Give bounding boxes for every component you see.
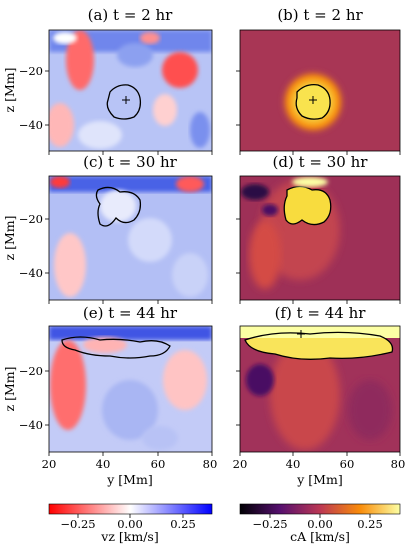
panel-c-contour bbox=[95, 186, 142, 227]
x-axis-ticks bbox=[48, 151, 401, 456]
panel-b-contour bbox=[295, 84, 331, 120]
panel-a-marker bbox=[122, 96, 130, 104]
panel-d-title: (d) t = 30 hr bbox=[273, 153, 369, 171]
colorbar-ca-gradient bbox=[239, 503, 401, 515]
y-tick-a-40: −40 bbox=[19, 118, 43, 132]
colorbar-vz-label: vz [km/s] bbox=[100, 529, 158, 544]
panel-a-contour bbox=[106, 84, 142, 120]
x-axis-label-right: y [Mm] bbox=[296, 472, 342, 487]
panel-b-heatmap bbox=[240, 30, 400, 151]
panel-a-title: (a) t = 2 hr bbox=[88, 6, 174, 24]
panel-b-title: (b) t = 2 hr bbox=[277, 6, 363, 24]
colorbar-ca-tick-0: −0.25 bbox=[252, 517, 287, 531]
colorbar-vz-gradient bbox=[48, 503, 213, 515]
x-axis-label-left: y [Mm] bbox=[106, 472, 152, 487]
panel-d-contour bbox=[283, 185, 332, 226]
colorbar-vz-tick-1: 0.00 bbox=[117, 517, 143, 531]
colorbar-ca: −0.25 0.00 0.25 cA [km/s] bbox=[239, 503, 401, 544]
panel-d: (d) t = 30 hr bbox=[239, 153, 401, 301]
panel-a-heatmap bbox=[49, 30, 212, 151]
panel-c: (c) t = 30 hr bbox=[48, 153, 213, 301]
panel-b: (b) t = 2 hr bbox=[239, 6, 401, 152]
y-tick-e-20: −20 bbox=[19, 364, 43, 378]
panel-e-title: (e) t = 44 hr bbox=[83, 304, 178, 322]
x-tick-right-20: 20 bbox=[233, 457, 248, 471]
x-tick-right-40: 40 bbox=[286, 457, 301, 471]
y-tick-c-20: −20 bbox=[19, 212, 43, 226]
x-tick-left-60: 60 bbox=[151, 457, 166, 471]
colorbar-ca-tick-1: 0.00 bbox=[307, 517, 333, 531]
panel-c-title: (c) t = 30 hr bbox=[83, 153, 178, 171]
colorbar-vz-tick-2: 0.25 bbox=[170, 517, 196, 531]
y-axis-group bbox=[45, 70, 240, 426]
y-tick-e-40: −40 bbox=[19, 418, 43, 432]
panel-f-heatmap bbox=[240, 326, 400, 452]
panel-f-title: (f) t = 44 hr bbox=[275, 304, 367, 322]
panel-a: (a) t = 2 hr bbox=[48, 6, 213, 152]
panel-e-contour bbox=[61, 336, 171, 359]
x-tick-left-20: 20 bbox=[42, 457, 57, 471]
y-tick-c-40: −40 bbox=[19, 266, 43, 280]
panel-e: (e) t = 44 hr bbox=[48, 304, 213, 453]
y-axis-label-c: z [Mm] bbox=[2, 216, 17, 261]
panel-f: (f) t = 44 hr bbox=[239, 304, 401, 453]
x-tick-right-80: 80 bbox=[391, 457, 406, 471]
colorbar-ca-label: cA [km/s] bbox=[290, 529, 350, 544]
colorbar-ca-tick-2: 0.25 bbox=[357, 517, 383, 531]
panel-f-marker bbox=[297, 330, 305, 338]
x-tick-left-40: 40 bbox=[96, 457, 111, 471]
y-tick-a-20: −20 bbox=[19, 64, 43, 78]
panel-b-marker bbox=[309, 96, 317, 104]
panel-c-heatmap bbox=[49, 176, 212, 300]
panel-e-heatmap bbox=[49, 326, 212, 452]
panel-d-heatmap bbox=[240, 176, 400, 300]
x-tick-left-80: 80 bbox=[203, 457, 218, 471]
panel-f-contour bbox=[244, 331, 394, 360]
y-axis-label-e: z [Mm] bbox=[2, 367, 17, 412]
colorbar-vz: −0.25 0.00 0.25 vz [km/s] bbox=[48, 503, 213, 544]
colorbar-vz-tick-0: −0.25 bbox=[60, 517, 95, 531]
y-axis-label-a: z [Mm] bbox=[2, 68, 17, 113]
x-tick-right-60: 60 bbox=[340, 457, 355, 471]
